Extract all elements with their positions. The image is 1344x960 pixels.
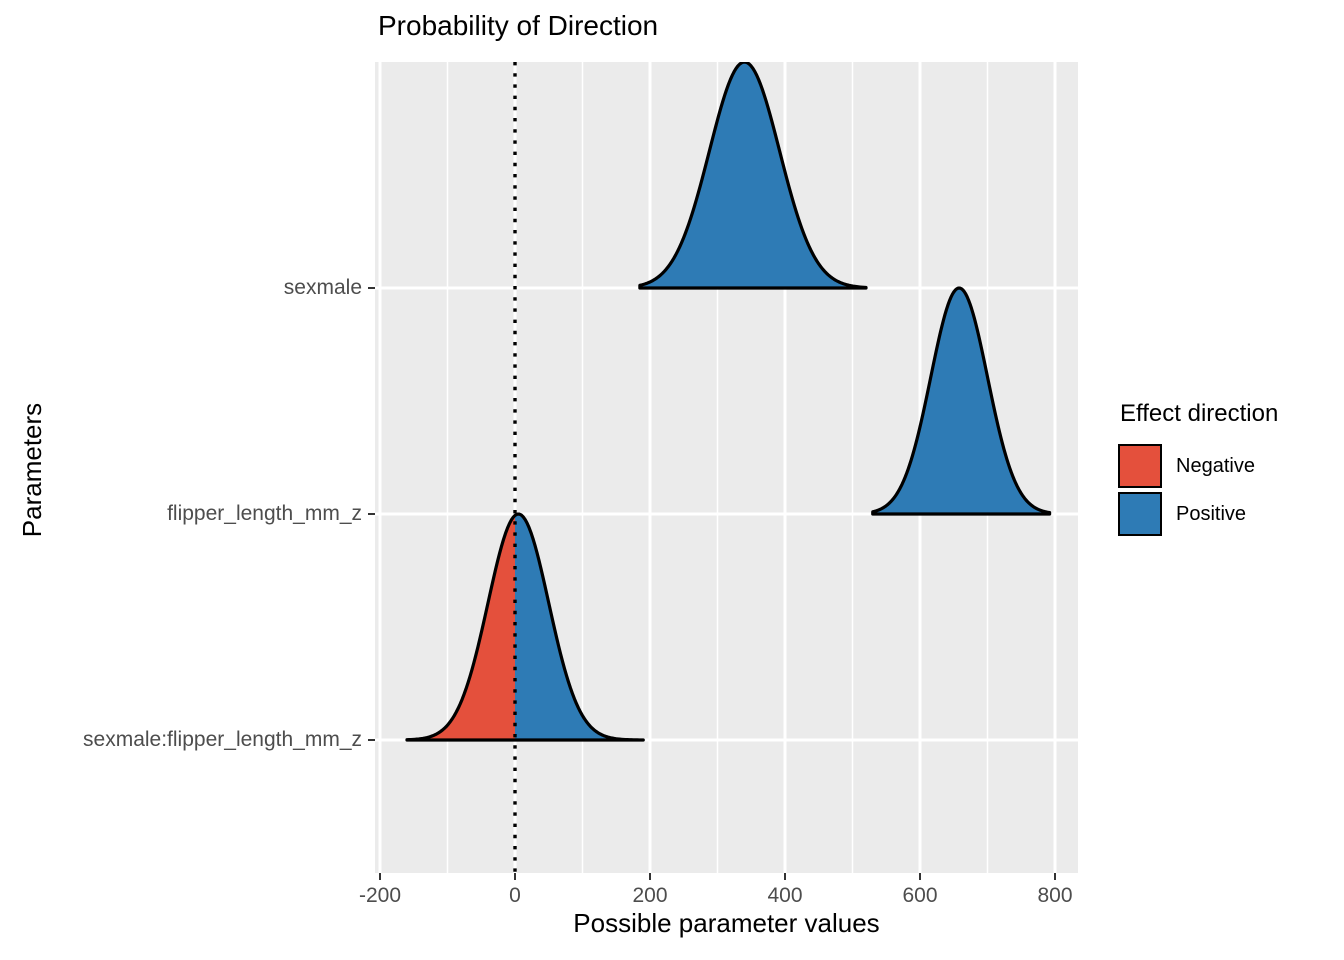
legend-label: Positive [1176,502,1247,525]
y-tick-mark [368,286,375,290]
density-fill-negative-sexmale-flipper-length-mm-z [407,515,515,740]
x-tick-mark [783,873,787,880]
legend-label: Negative [1176,454,1255,477]
y-axis-title: Parameters [17,402,47,538]
x-tick-mark [648,873,652,880]
density-curve-sexmale [638,62,868,290]
x-tick-mark [918,873,922,880]
x-tick-label: 400 [767,884,803,907]
legend-key-negative [1118,444,1162,488]
legend-item-negative: Negative [1118,444,1338,488]
legend-item-positive: Positive [1118,492,1338,536]
x-tick-mark [378,873,382,880]
x-axis-title: Possible parameter values [573,908,880,938]
legend-title: Effect direction [1120,400,1279,427]
plot-title: Probability of Direction [378,10,659,41]
density-plot-canvas [375,62,1078,873]
legend-items: Negative Positive [1118,444,1338,536]
y-tick-label: sexmale [283,276,362,299]
x-tick-label: 0 [509,884,521,907]
x-tick-label: 600 [902,884,938,907]
x-tick-mark [513,873,517,880]
plot-panel [375,62,1078,873]
y-tick-mark [368,738,375,742]
x-tick-label: 200 [632,884,668,907]
density-outline-sexmale-flipper-length-mm-z [405,512,645,742]
x-tick-label: -200 [358,884,402,907]
x-tick-label: 800 [1037,884,1073,907]
density-curve-flipper-length-mm-z [871,286,1052,516]
legend-key-positive [1118,492,1162,536]
y-tick-mark [368,512,375,516]
y-tick-label: flipper_length_mm_z [167,502,362,525]
density-fill-positive-sexmale-flipper-length-mm-z [515,514,644,740]
legend: Effect direction Negative Positive [1118,400,1338,540]
y-tick-label: sexmale:flipper_length_mm_z [83,728,362,751]
x-tick-mark [1053,873,1057,880]
